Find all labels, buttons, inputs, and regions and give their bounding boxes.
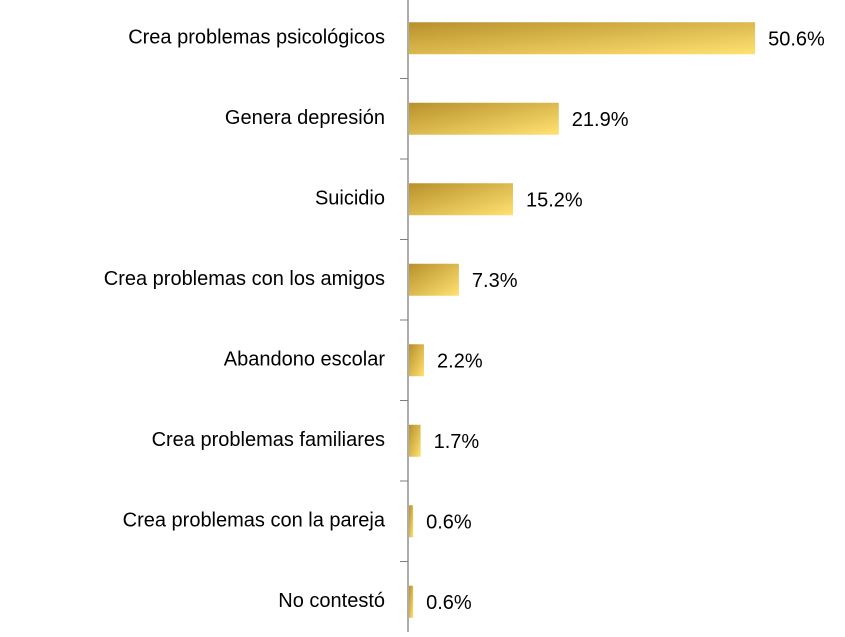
bar bbox=[409, 585, 414, 618]
value-label: 0.6% bbox=[426, 592, 472, 614]
value-label: 15.2% bbox=[526, 190, 583, 212]
value-label: 21.9% bbox=[572, 109, 629, 131]
bar bbox=[409, 22, 756, 55]
value-label: 50.6% bbox=[768, 29, 825, 51]
bar bbox=[409, 344, 425, 377]
category-label: Genera depresión bbox=[225, 107, 385, 129]
bar bbox=[409, 102, 559, 135]
value-label: 2.2% bbox=[437, 351, 483, 373]
category-label: Crea problemas psicológicos bbox=[128, 27, 385, 49]
value-label: 0.6% bbox=[426, 512, 472, 534]
value-label: 1.7% bbox=[434, 431, 480, 453]
category-label: Crea problemas con la pareja bbox=[123, 510, 386, 532]
category-label: Abandono escolar bbox=[224, 349, 386, 371]
category-label: Crea problemas con los amigos bbox=[104, 268, 385, 290]
category-label: Crea problemas familiares bbox=[152, 429, 385, 451]
bar bbox=[409, 263, 459, 296]
bar bbox=[409, 183, 513, 216]
category-label: Suicidio bbox=[315, 188, 385, 210]
bar bbox=[409, 424, 421, 457]
category-label: No contestó bbox=[278, 590, 385, 612]
bar bbox=[409, 505, 414, 538]
value-label: 7.3% bbox=[472, 270, 518, 292]
